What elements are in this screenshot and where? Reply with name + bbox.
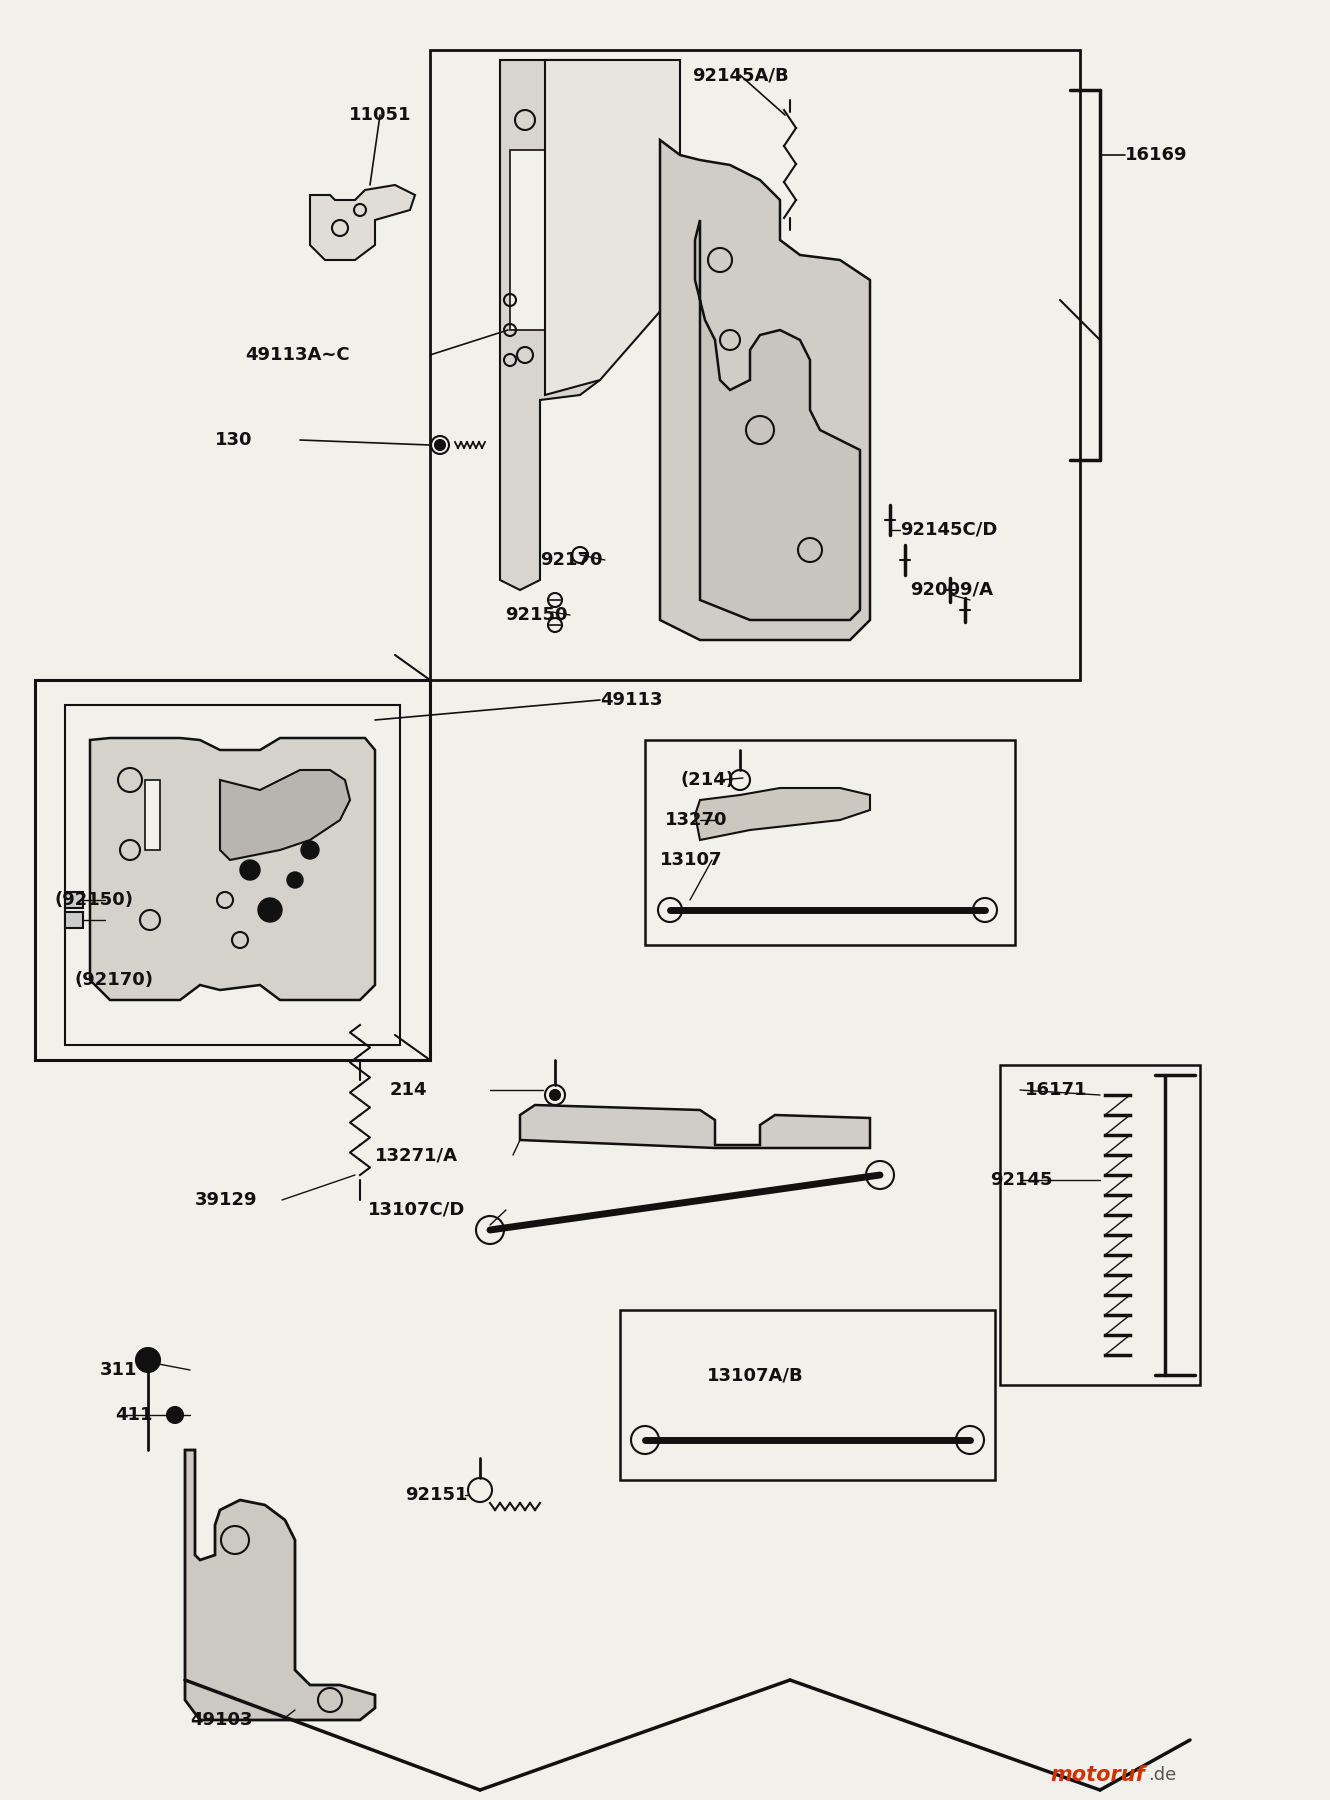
Text: 92009/A: 92009/A xyxy=(910,581,994,599)
Text: 49113A~C: 49113A~C xyxy=(245,346,350,364)
Polygon shape xyxy=(696,788,870,841)
Text: 49103: 49103 xyxy=(190,1712,253,1730)
Bar xyxy=(145,779,160,850)
Bar xyxy=(430,50,1080,680)
Bar xyxy=(65,913,82,929)
Text: 311: 311 xyxy=(100,1361,137,1379)
Text: 411: 411 xyxy=(114,1406,153,1424)
Bar xyxy=(35,680,430,1060)
Circle shape xyxy=(301,841,319,859)
Bar xyxy=(509,149,560,329)
Polygon shape xyxy=(520,1105,870,1148)
Text: 92145C/D: 92145C/D xyxy=(900,520,998,538)
Text: 92170: 92170 xyxy=(540,551,602,569)
Text: (92170): (92170) xyxy=(74,970,154,988)
Circle shape xyxy=(258,898,282,922)
Circle shape xyxy=(435,439,446,450)
Bar xyxy=(620,1310,995,1480)
Text: 13107: 13107 xyxy=(660,851,722,869)
Bar xyxy=(65,706,400,1046)
Polygon shape xyxy=(90,738,375,1001)
Text: .de: .de xyxy=(1148,1766,1176,1784)
Polygon shape xyxy=(310,185,415,259)
Circle shape xyxy=(239,860,259,880)
Text: (92150): (92150) xyxy=(55,891,134,909)
Text: 13271/A: 13271/A xyxy=(375,1147,458,1165)
Text: 11051: 11051 xyxy=(348,106,411,124)
Text: 13107A/B: 13107A/B xyxy=(706,1366,803,1384)
Text: 16171: 16171 xyxy=(1025,1082,1088,1100)
Polygon shape xyxy=(660,140,870,641)
Text: 16169: 16169 xyxy=(1125,146,1188,164)
Text: 13270: 13270 xyxy=(665,812,728,830)
Circle shape xyxy=(551,1091,560,1100)
Text: 92145: 92145 xyxy=(990,1172,1052,1190)
Text: 130: 130 xyxy=(215,430,253,448)
Bar xyxy=(645,740,1015,945)
Circle shape xyxy=(168,1408,184,1424)
Polygon shape xyxy=(185,1451,375,1721)
Text: 49113: 49113 xyxy=(600,691,662,709)
Polygon shape xyxy=(545,59,680,394)
Circle shape xyxy=(136,1348,160,1372)
Circle shape xyxy=(287,871,303,887)
Text: (214): (214) xyxy=(680,770,734,788)
Text: 92150: 92150 xyxy=(505,607,568,625)
Text: 39129: 39129 xyxy=(196,1192,258,1210)
Text: 92145A/B: 92145A/B xyxy=(692,67,789,85)
Polygon shape xyxy=(696,220,861,619)
Polygon shape xyxy=(500,59,600,590)
Bar xyxy=(1000,1066,1200,1384)
Text: 214: 214 xyxy=(390,1082,427,1100)
Bar xyxy=(65,893,82,907)
Text: 13107C/D: 13107C/D xyxy=(368,1201,465,1219)
Polygon shape xyxy=(219,770,350,860)
Text: motoruf: motoruf xyxy=(1049,1766,1145,1786)
Text: 92151: 92151 xyxy=(406,1487,468,1505)
